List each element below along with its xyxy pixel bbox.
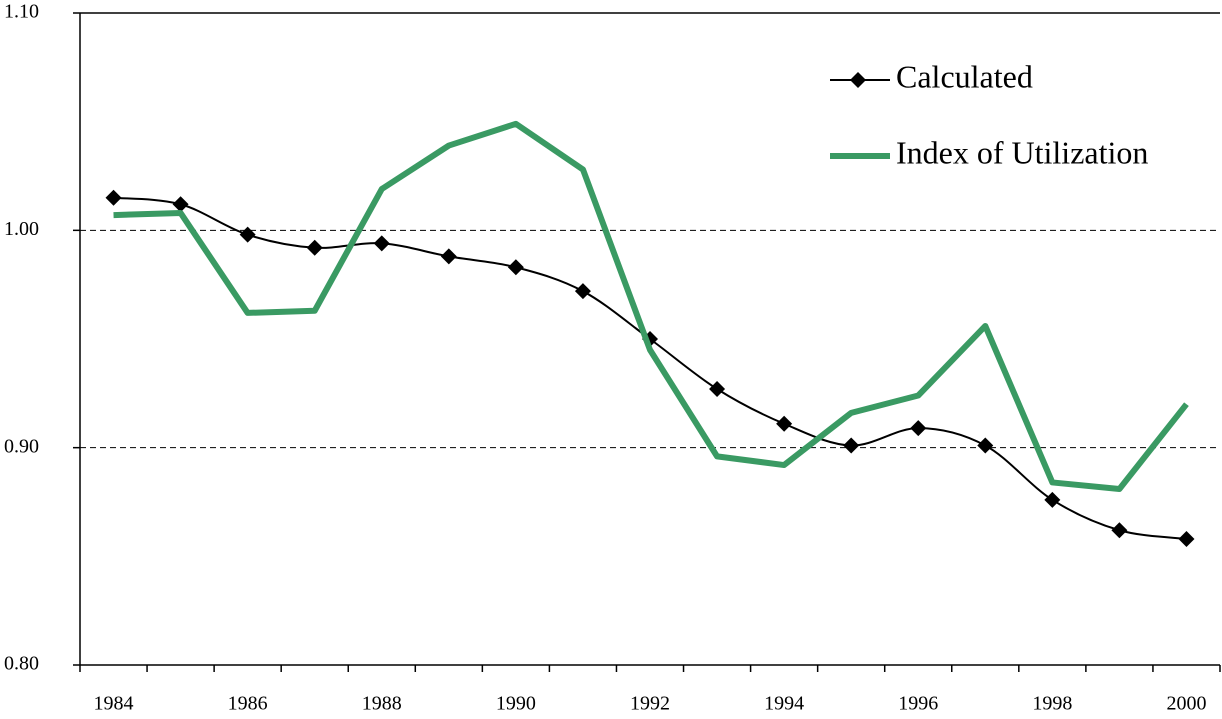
data-point: [440, 248, 457, 265]
data-point: [373, 235, 390, 252]
data-point: [977, 437, 994, 454]
y-tick-label: 0.80: [4, 653, 39, 675]
x-tick-label: 1994: [764, 693, 804, 715]
data-point: [709, 380, 726, 397]
data-point: [1178, 530, 1195, 547]
x-tick-label: 1992: [630, 693, 670, 715]
x-tick-label: 1998: [1032, 693, 1072, 715]
y-tick-label: 0.90: [4, 435, 39, 457]
data-point: [776, 415, 793, 432]
data-point: [239, 226, 256, 243]
data-point: [306, 239, 323, 256]
series-line: [113, 196, 1187, 540]
series-line: [113, 120, 1189, 492]
x-tick-label: 2000: [1166, 693, 1206, 715]
x-tick-label: 1986: [228, 693, 268, 715]
y-tick-label: 1.10: [4, 1, 39, 23]
legend-marker: [850, 72, 866, 88]
data-point: [507, 259, 524, 276]
y-tick-label: 1.00: [4, 218, 39, 240]
x-tick-label: 1990: [496, 693, 536, 715]
legend-label: Index of Utilization: [896, 134, 1148, 170]
x-tick-label: 1996: [898, 693, 938, 715]
data-point: [843, 437, 860, 454]
data-point: [574, 283, 591, 300]
data-point: [1111, 522, 1128, 539]
data-point: [910, 420, 927, 437]
data-point: [1044, 491, 1061, 508]
x-tick-label: 1984: [94, 693, 134, 715]
legend-label: Calculated: [896, 58, 1033, 94]
data-point: [105, 189, 122, 206]
data-point: [172, 196, 189, 213]
x-tick-label: 1988: [362, 693, 402, 715]
